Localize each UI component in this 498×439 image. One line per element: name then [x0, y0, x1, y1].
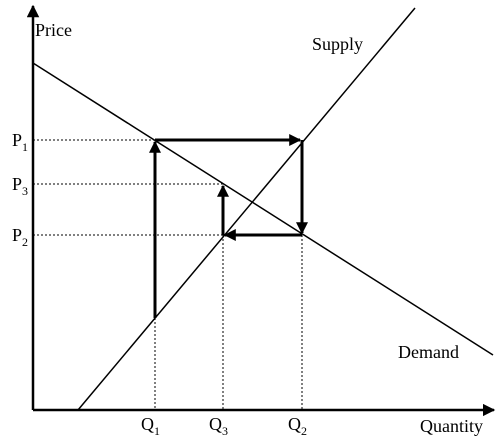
quantity-label: Q2 [288, 414, 307, 438]
quantity-label: Q1 [141, 414, 160, 438]
subscript: 3 [22, 184, 28, 198]
guides [33, 139, 303, 410]
letter: P [12, 130, 22, 150]
y-axis-label: Price [35, 20, 72, 40]
letter: P [12, 225, 22, 245]
letter: Q [288, 414, 301, 434]
subscript: 1 [22, 140, 28, 154]
price-label: P3 [12, 174, 28, 198]
supply-curve [77, 7, 416, 411]
subscript: 2 [22, 235, 28, 249]
cobweb [149, 134, 308, 318]
letter: P [12, 174, 22, 194]
letter: Q [209, 414, 222, 434]
subscript: 1 [154, 424, 160, 438]
demand-curve [32, 62, 494, 356]
demand-label: Demand [398, 342, 459, 362]
quantity-labels: Q1 Q3 Q2 [141, 414, 307, 438]
subscript: 3 [222, 424, 228, 438]
x-axis-label: Quantity [420, 416, 483, 436]
supply-label: Supply [312, 34, 363, 54]
subscript: 2 [301, 424, 307, 438]
price-label: P1 [12, 130, 28, 154]
quantity-label: Q3 [209, 414, 228, 438]
price-label: P2 [12, 225, 28, 249]
letter: Q [141, 414, 154, 434]
